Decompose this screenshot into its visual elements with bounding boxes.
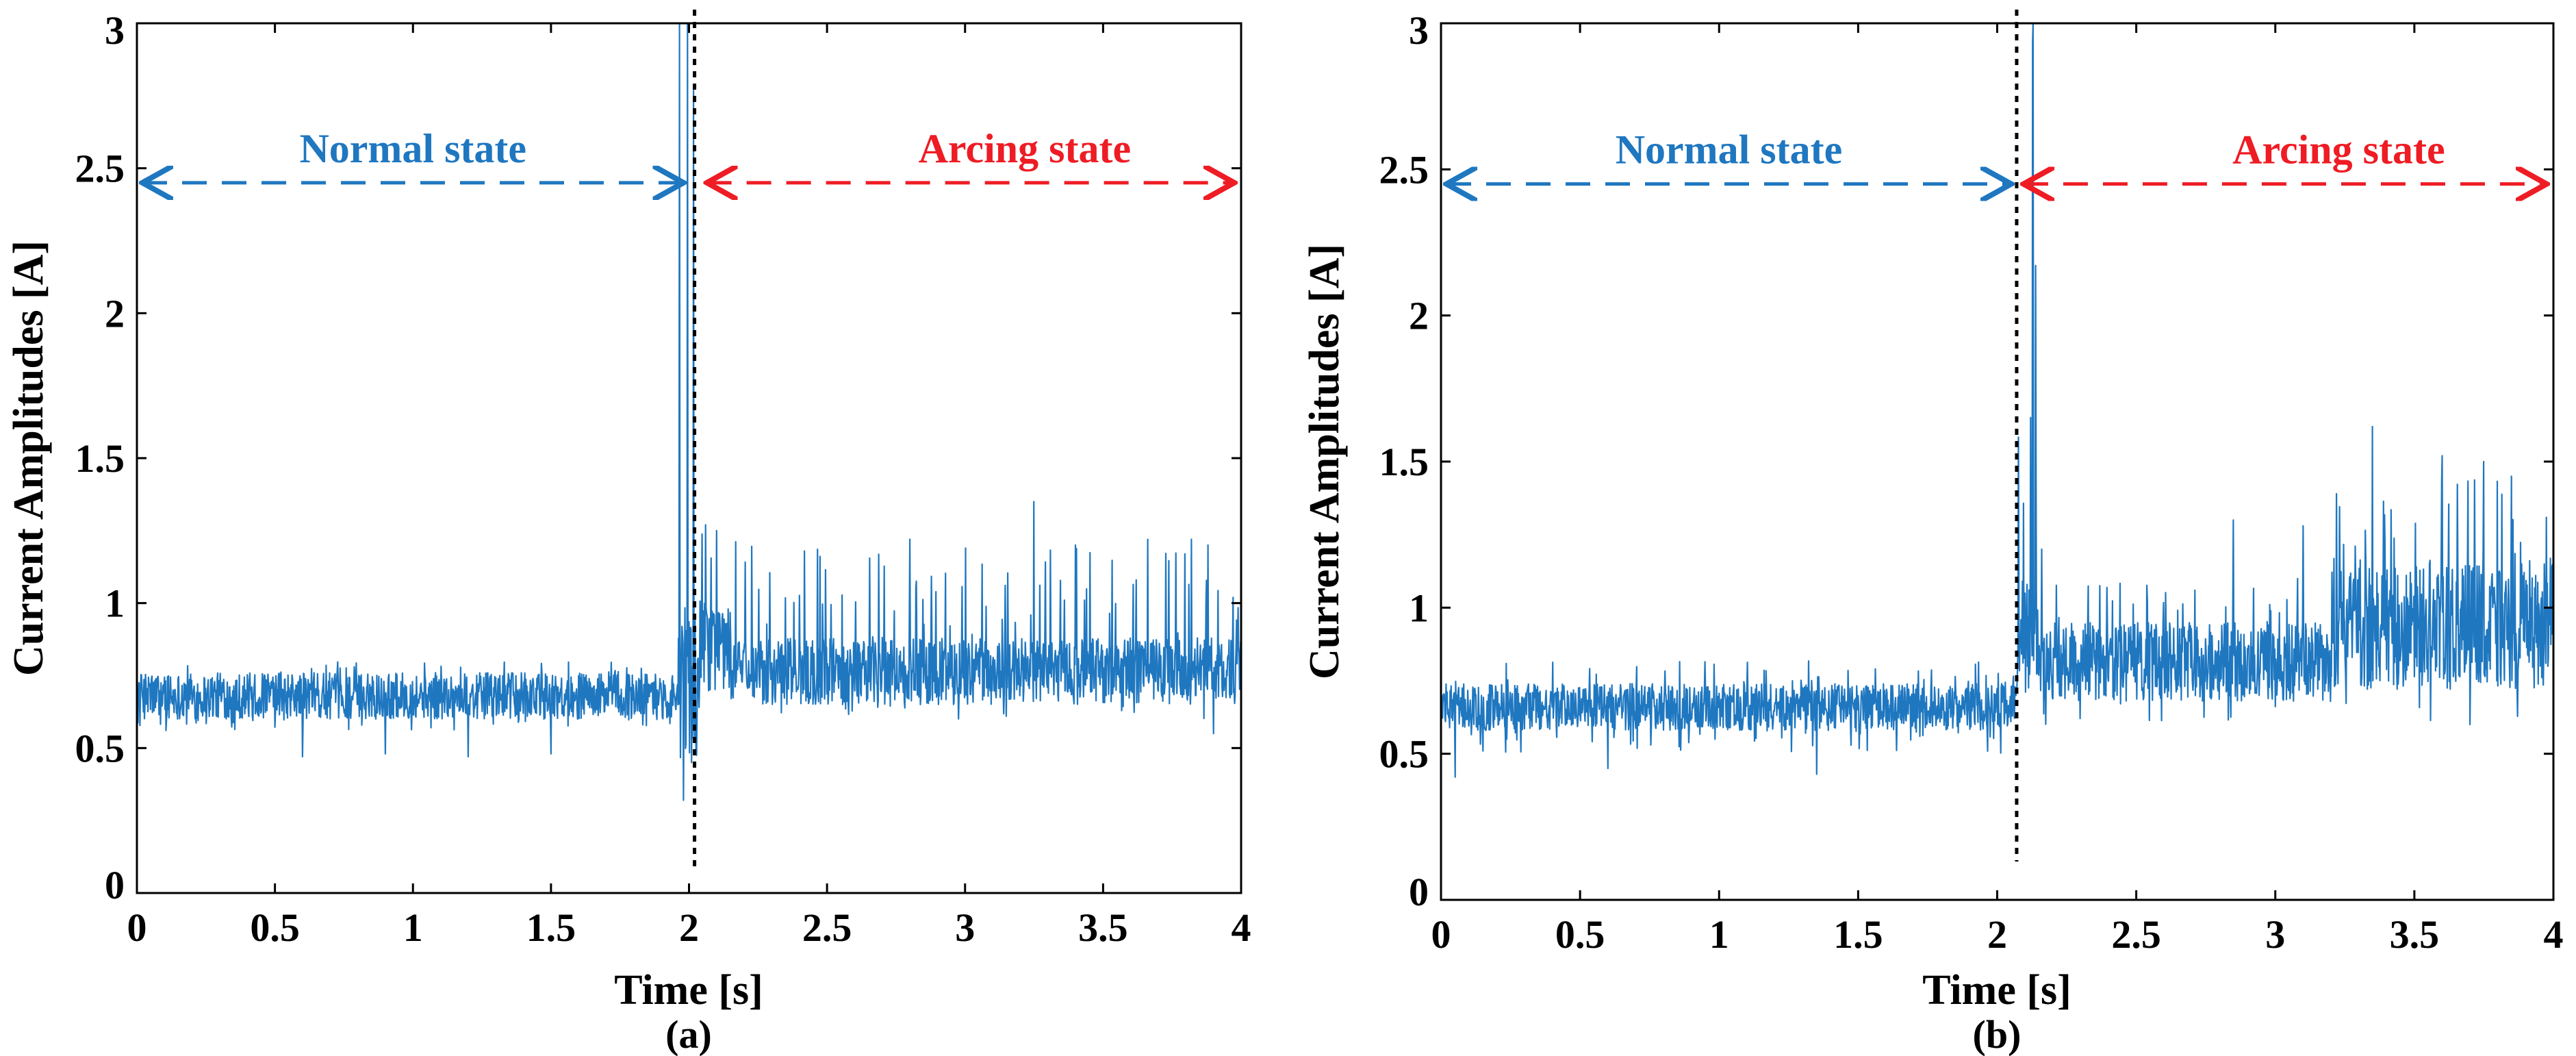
x-axis-title-a: Time [s] — [614, 967, 763, 1014]
chart-panel-b: Normal state Arcing state 0 0.5 1 1.5 2 2.5 3 3… — [1301, 8, 2564, 1056]
x-tick-label: 1.5 — [1833, 912, 1883, 957]
y-axis-title-a: Current Amplitudes [A] — [5, 240, 52, 676]
x-tick-label: 2.5 — [802, 905, 852, 950]
x-tick-label: 0 — [1431, 912, 1451, 957]
normal-state-label-b: Normal state — [1616, 127, 1843, 173]
y-tick-label: 1 — [1409, 586, 1429, 630]
y-tick-label: 2 — [1409, 294, 1429, 338]
x-tick-label: 0.5 — [1555, 912, 1605, 957]
y-tick-label: 0 — [1409, 870, 1429, 914]
y-tick-label: 2.5 — [1379, 147, 1429, 192]
signal-line-a — [137, 23, 1241, 801]
normal-state-annotation-a: Normal state — [142, 126, 684, 183]
normal-state-annotation-b: Normal state — [1446, 127, 2011, 184]
signal-a-group — [137, 23, 1241, 801]
x-axis-title-b: Time [s] — [1922, 967, 2071, 1014]
y-tick-label: 0.5 — [1379, 732, 1429, 777]
x-tick-label: 2.5 — [2111, 912, 2161, 957]
x-tick-label: 2 — [679, 905, 699, 950]
y-tick-label: 1 — [105, 581, 125, 626]
x-tick-label: 3.5 — [1078, 905, 1128, 950]
y-tick-label: 1.5 — [75, 436, 125, 481]
x-tick-label: 1 — [1709, 912, 1729, 957]
y-tick-label: 1.5 — [1379, 440, 1429, 484]
x-tick-label: 3 — [2265, 912, 2285, 957]
arcing-state-annotation-a: Arcing state — [707, 126, 1234, 183]
x-ticks-a: 0 0.5 1 1.5 2 2.5 3 3.5 4 — [127, 23, 1251, 950]
x-tick-label: 1.5 — [526, 905, 576, 950]
x-tick-label: 4 — [2544, 912, 2564, 957]
normal-state-label-a: Normal state — [299, 126, 526, 171]
x-tick-label: 0 — [127, 905, 147, 950]
chart-panel-a: Normal state Arcing state 0 0.5 1 1.5 2 2.5 3 3… — [5, 8, 1251, 1056]
y-ticks-a: 0 0.5 1 1.5 2 2.5 3 — [75, 8, 1241, 907]
y-tick-label: 2.5 — [75, 147, 125, 191]
y-tick-label: 0 — [105, 863, 125, 907]
y-tick-label: 2 — [105, 291, 125, 336]
panel-label-b: (b) — [1973, 1012, 2022, 1056]
x-tick-label: 0.5 — [250, 905, 300, 950]
y-ticks-b: 0 0.5 1 1.5 2 2.5 3 — [1379, 8, 2553, 914]
arcing-state-label-b: Arcing state — [2232, 127, 2445, 173]
y-tick-label: 3 — [105, 8, 125, 53]
signal-b-group — [1441, 23, 2553, 778]
x-tick-label: 1 — [403, 905, 423, 950]
x-ticks-b: 0 0.5 1 1.5 2 2.5 3 3.5 4 — [1431, 23, 2564, 957]
signal-line-b — [1441, 23, 2553, 778]
y-tick-label: 0.5 — [75, 726, 125, 770]
x-tick-label: 2 — [1987, 912, 2007, 957]
arcing-state-annotation-b: Arcing state — [2024, 127, 2547, 184]
y-tick-label: 3 — [1409, 8, 1429, 53]
x-tick-label: 3 — [955, 905, 975, 950]
x-tick-label: 3.5 — [2390, 912, 2440, 957]
arcing-state-label-a: Arcing state — [919, 126, 1132, 171]
y-axis-title-b: Current Amplitudes [A] — [1301, 244, 1348, 679]
panel-label-a: (a) — [665, 1012, 712, 1056]
x-tick-label: 4 — [1232, 905, 1251, 950]
